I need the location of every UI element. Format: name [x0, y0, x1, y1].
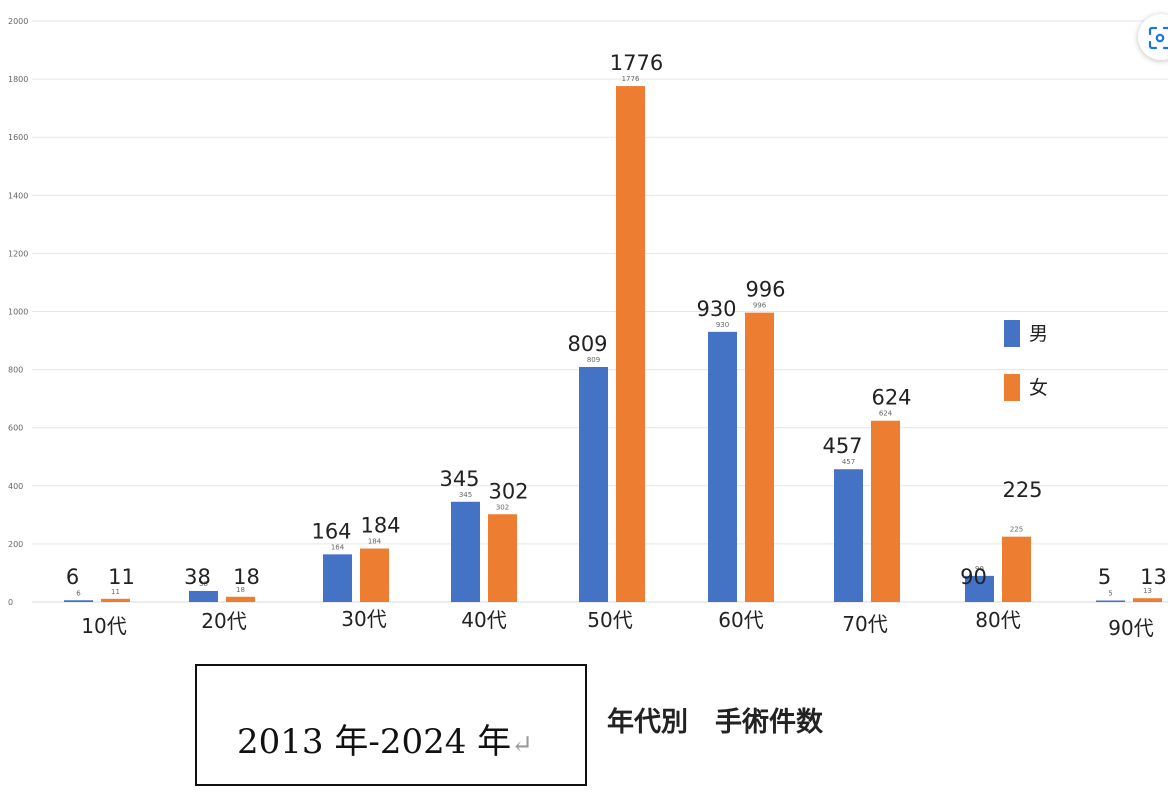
data-label: 38	[184, 565, 211, 589]
grid-lines	[32, 20, 1168, 545]
y-axis-ticks: 0 200 400 600 800 1000 1200 1400 1600 1800 2000	[8, 17, 28, 607]
data-label: 457	[822, 434, 862, 458]
bar-female	[871, 420, 900, 602]
chart-caption: 年代別 手術件数	[607, 707, 823, 738]
bar-male	[451, 501, 480, 602]
bar-male	[965, 575, 994, 602]
data-label: 624	[871, 386, 911, 410]
period-box: 2013 年-2024 年↵	[195, 664, 587, 786]
y-tick-label: 1800	[8, 75, 28, 84]
category-label: 30代	[341, 607, 386, 631]
data-label: 11	[108, 565, 135, 589]
data-label-small: 18	[236, 586, 245, 594]
bars	[64, 86, 1162, 602]
legend: 男女	[1004, 320, 1048, 401]
data-label-small: 13	[1143, 587, 1152, 595]
legend-label: 女	[1029, 377, 1048, 399]
data-label-small: 225	[1010, 526, 1023, 534]
data-label: 5	[1098, 565, 1111, 589]
bar-female	[1002, 536, 1031, 602]
data-label-small: 38	[199, 580, 208, 588]
data-label: 345	[439, 467, 479, 491]
y-tick-label: 1000	[8, 308, 28, 317]
bar-female	[1133, 598, 1162, 602]
bar-female	[745, 312, 774, 602]
bar-female	[360, 548, 389, 602]
data-label: 302	[488, 479, 528, 503]
data-label-small: 164	[331, 543, 345, 551]
data-label-small: 302	[496, 503, 509, 511]
data-label: 13	[1140, 565, 1167, 589]
y-tick-label: 200	[8, 540, 23, 549]
bar-female	[101, 598, 130, 602]
data-label-small: 457	[842, 458, 855, 466]
bar-male	[323, 554, 352, 602]
scan-button[interactable]	[1138, 14, 1168, 60]
category-label: 80代	[975, 608, 1020, 632]
data-label: 184	[360, 514, 400, 538]
data-label-small: 11	[111, 588, 120, 596]
bar-male	[1096, 600, 1125, 602]
bar-male	[64, 600, 93, 602]
category-label: 50代	[587, 608, 632, 632]
legend-swatch	[1004, 320, 1020, 347]
x-axis-categories: 10代 20代 30代 40代 50代 60代 70代 80代 90代	[81, 607, 1153, 640]
y-tick-label: 2000	[8, 17, 28, 26]
period-text: 2013 年-2024 年↵	[237, 714, 533, 763]
bar-female	[488, 514, 517, 602]
data-label: 90	[960, 565, 987, 589]
data-label-small: 5	[1108, 590, 1112, 598]
y-tick-label: 400	[8, 482, 23, 491]
category-label: 90代	[1108, 616, 1153, 640]
data-label: 930	[696, 297, 736, 321]
data-label-small: 996	[753, 302, 767, 310]
bar-male	[579, 366, 608, 602]
data-label-small: 1776	[622, 75, 640, 83]
y-tick-label: 1400	[8, 191, 28, 200]
return-mark: ↵	[511, 730, 533, 760]
period-label: 2013 年-2024 年	[237, 722, 512, 762]
category-label: 60代	[718, 608, 763, 632]
bar-male	[189, 590, 218, 602]
category-label: 40代	[461, 608, 506, 632]
category-label: 70代	[842, 612, 887, 636]
data-label: 996	[745, 278, 785, 302]
data-label: 809	[567, 332, 607, 356]
data-label: 164	[311, 519, 351, 543]
y-tick-label: 1600	[8, 133, 28, 142]
scan-icon	[1148, 26, 1168, 50]
bar-male	[834, 469, 863, 602]
data-label: 1776	[610, 51, 663, 75]
bar-female	[226, 596, 255, 602]
data-label-small: 930	[716, 321, 729, 329]
legend-swatch	[1004, 374, 1020, 401]
data-label-small: 90	[975, 565, 984, 573]
data-label-small: 6	[76, 589, 81, 597]
bar-male	[708, 331, 737, 602]
data-label-small: 345	[459, 491, 472, 499]
data-label: 6	[66, 565, 79, 589]
data-label: 225	[1002, 478, 1042, 502]
bar-female	[616, 86, 645, 602]
y-tick-label: 800	[8, 366, 23, 375]
data-label-small: 624	[879, 410, 893, 418]
data-label: 18	[233, 565, 260, 589]
data-label-small: 184	[368, 538, 382, 546]
data-label-small: 809	[587, 356, 600, 364]
y-tick-label: 1200	[8, 249, 28, 258]
category-label: 10代	[81, 614, 126, 638]
y-tick-label: 0	[8, 598, 13, 607]
legend-label: 男	[1029, 323, 1048, 345]
y-tick-label: 600	[8, 424, 23, 433]
category-label: 20代	[201, 609, 246, 633]
